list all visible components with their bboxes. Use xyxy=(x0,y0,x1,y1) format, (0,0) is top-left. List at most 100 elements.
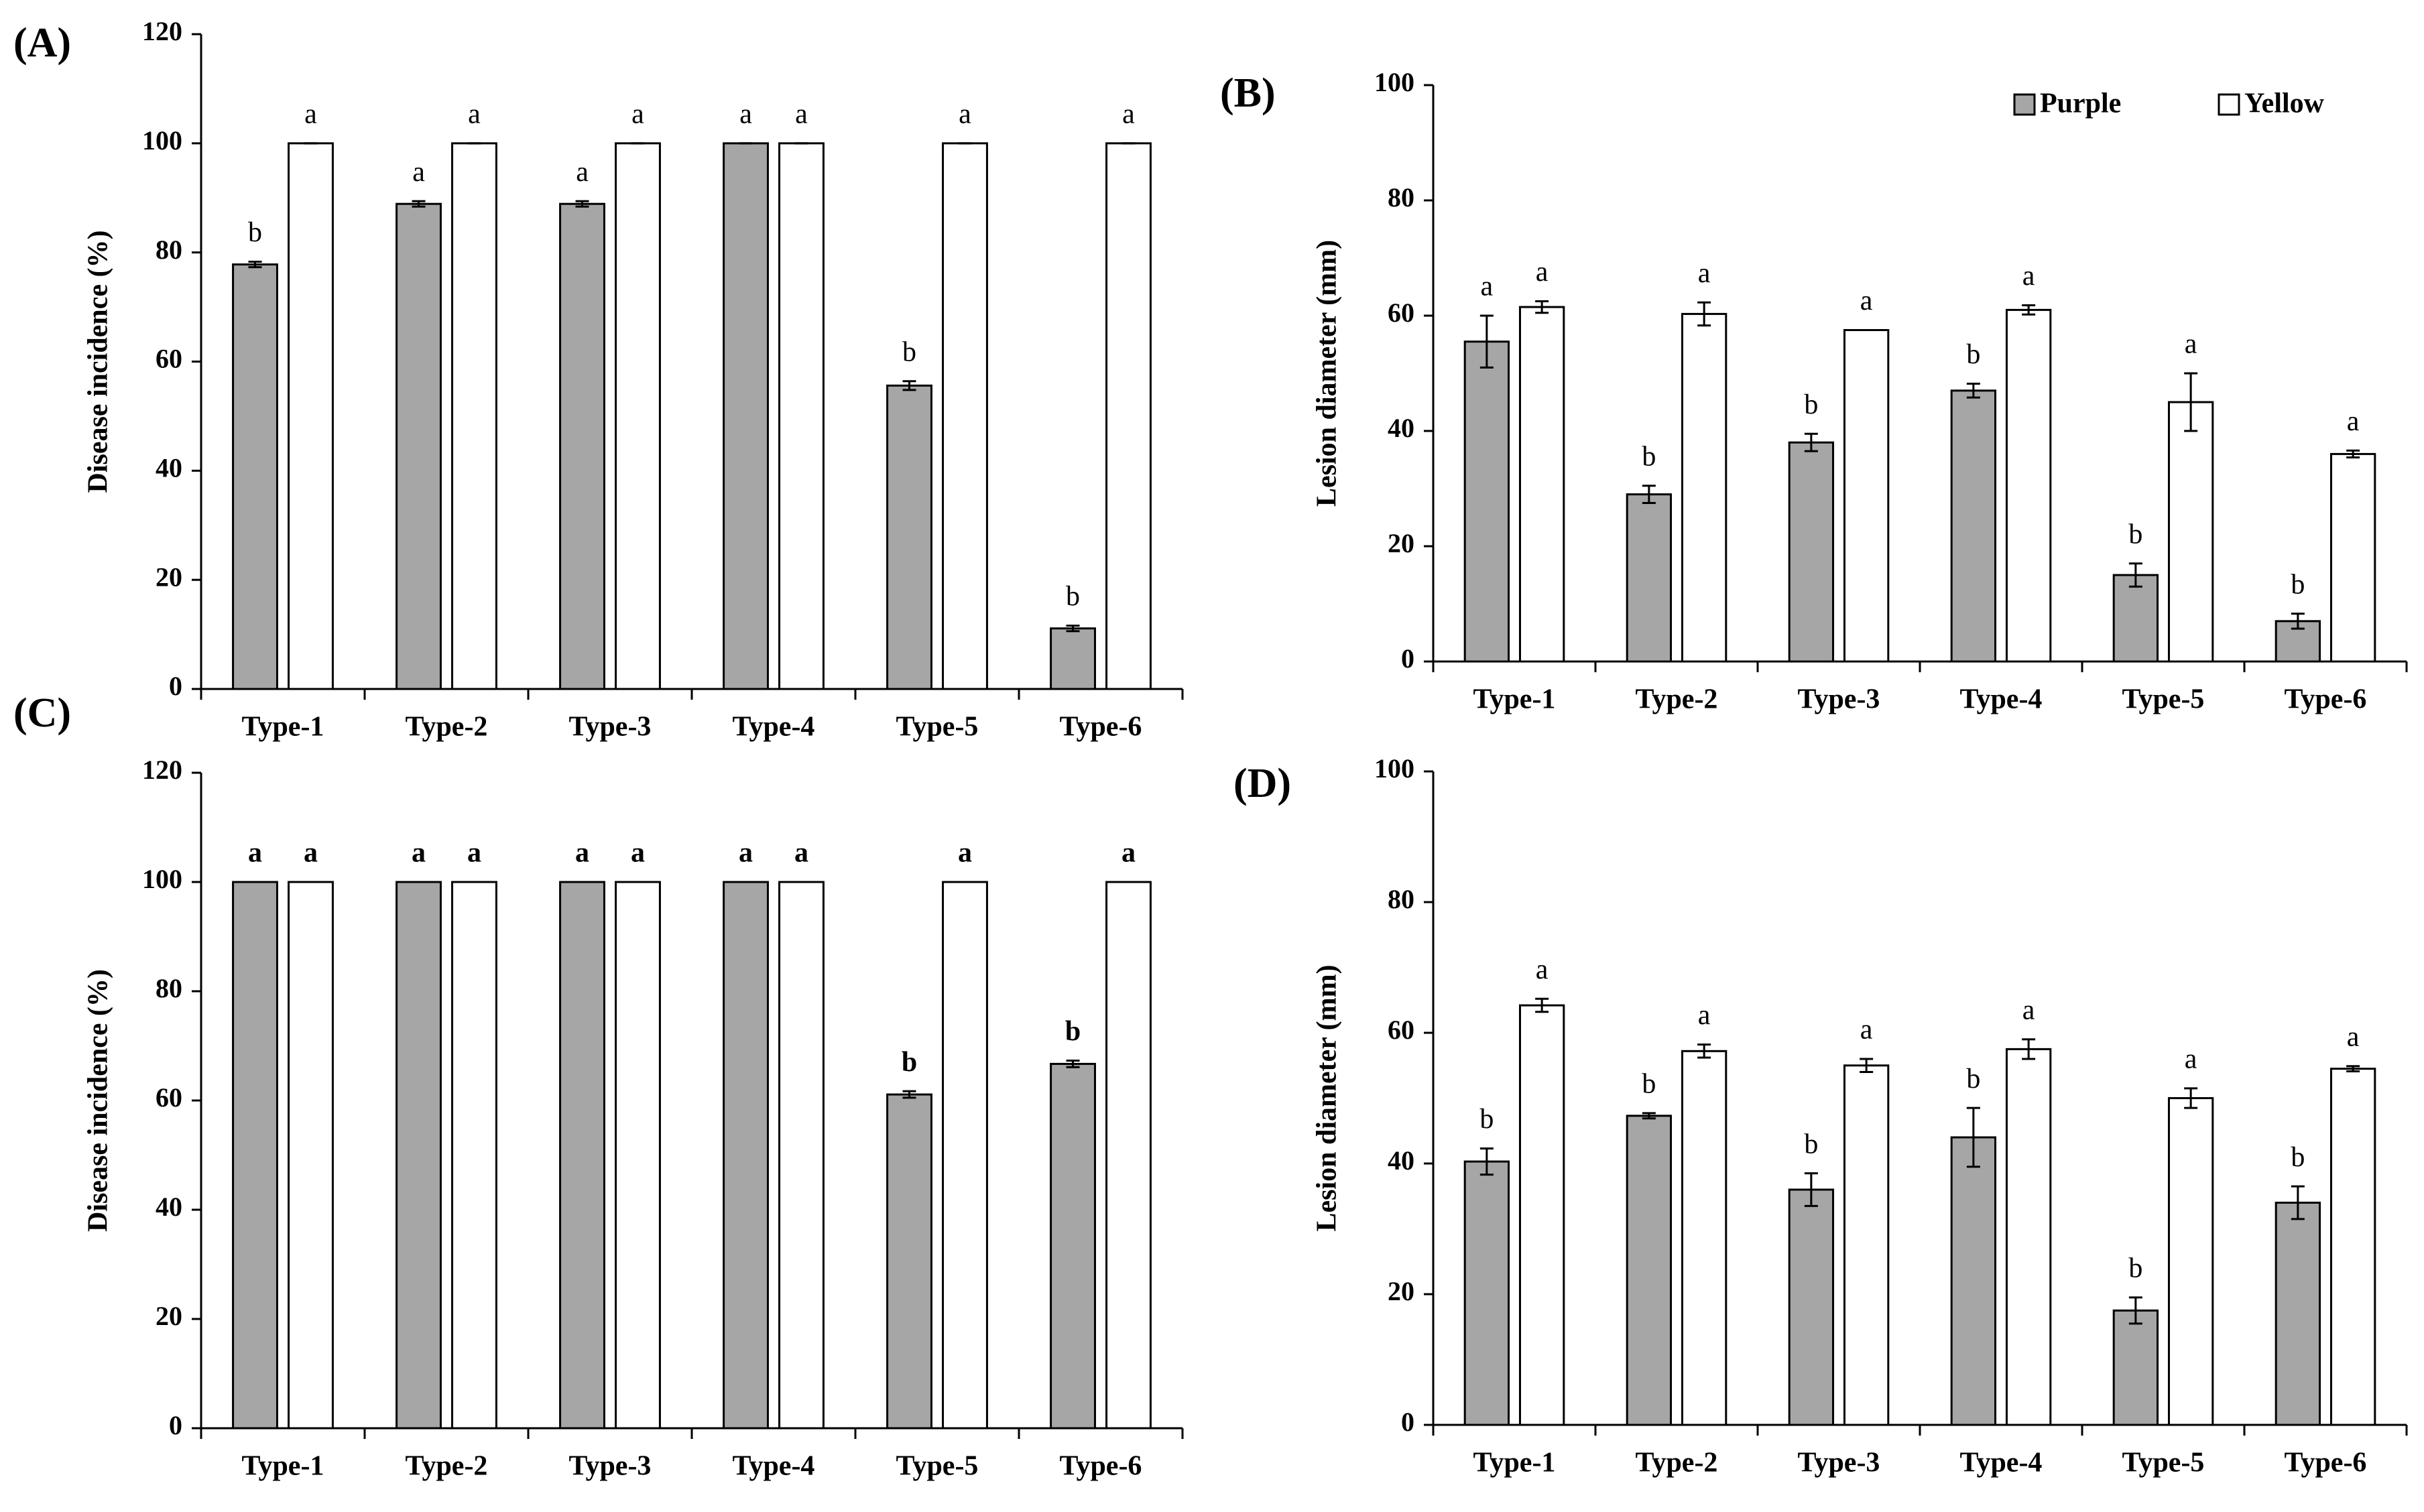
bar xyxy=(2005,1048,2052,1426)
legend-label: Yellow xyxy=(2244,88,2325,119)
x-tick-label: Type-6 xyxy=(2285,1448,2367,1478)
x-tick-label: Type-6 xyxy=(2285,684,2367,715)
x-tick-label: Type-2 xyxy=(1636,684,1718,715)
significance-letter: a xyxy=(2347,406,2360,437)
bar xyxy=(1843,329,1890,663)
significance-letter: a xyxy=(794,838,808,869)
bar xyxy=(1788,1188,1835,1426)
bar xyxy=(615,881,661,1430)
bar xyxy=(2275,1202,2321,1426)
bar xyxy=(1626,1115,1673,1426)
bar xyxy=(1050,627,1096,690)
significance-letter: a xyxy=(959,99,971,129)
bar xyxy=(1626,493,1673,663)
significance-letter: b xyxy=(2291,569,2305,600)
significance-letter: b xyxy=(2128,519,2142,550)
significance-letter: a xyxy=(1698,1000,1711,1031)
y-tick-label: 20 xyxy=(156,562,182,592)
significance-letter: a xyxy=(739,99,752,129)
bar xyxy=(1950,1136,1997,1426)
bar xyxy=(2112,574,2159,663)
significance-letter: a xyxy=(1536,257,1549,288)
panel-label: (A) xyxy=(13,20,71,66)
x-tick-label: Type-2 xyxy=(406,712,488,743)
significance-letter: a xyxy=(576,157,589,188)
significance-letter: b xyxy=(1065,1016,1081,1047)
y-tick-label: 80 xyxy=(156,235,182,265)
significance-letter: a xyxy=(2185,1044,2197,1075)
significance-letter: b xyxy=(902,1047,917,1078)
bar xyxy=(615,142,661,690)
bar xyxy=(2167,401,2214,663)
legend-swatch xyxy=(2218,93,2240,116)
significance-letter: b xyxy=(1642,1069,1656,1100)
y-tick-label: 0 xyxy=(169,671,182,701)
x-tick-label: Type-2 xyxy=(1636,1448,1718,1478)
significance-letter: a xyxy=(631,838,645,869)
y-tick-label: 20 xyxy=(1388,1276,1414,1306)
bar xyxy=(1463,340,1510,663)
significance-letter: a xyxy=(2022,261,2035,292)
y-tick-label: 0 xyxy=(1401,643,1414,674)
bar xyxy=(1950,389,1997,663)
y-tick-label: 80 xyxy=(1388,182,1414,212)
bar xyxy=(2329,1068,2376,1426)
significance-letter: b xyxy=(2128,1253,2142,1284)
y-tick-label: 60 xyxy=(156,344,182,374)
bar xyxy=(886,384,932,690)
significance-letter: b xyxy=(1479,1104,1494,1135)
y-axis-title: Lesion diameter (mm) xyxy=(1312,240,1343,507)
x-tick-label: Type-4 xyxy=(733,1451,815,1482)
y-tick-label: 40 xyxy=(156,453,182,483)
significance-letter: b xyxy=(248,217,262,248)
x-tick-label: Type-4 xyxy=(733,712,815,743)
x-tick-label: Type-5 xyxy=(2122,1448,2205,1478)
y-tick-label: 100 xyxy=(1374,67,1414,97)
x-tick-label: Type-6 xyxy=(1060,1451,1142,1482)
bar xyxy=(1518,306,1565,663)
significance-letter: a xyxy=(1122,99,1135,129)
legend-label: Purple xyxy=(2040,88,2121,119)
x-tick-label: Type-6 xyxy=(1060,712,1142,743)
bar xyxy=(886,1093,932,1430)
bar xyxy=(1518,1004,1565,1426)
y-axis-title: Lesion diameter (mm) xyxy=(1312,964,1343,1231)
significance-letter: a xyxy=(1536,954,1549,985)
bar xyxy=(942,142,988,690)
bar xyxy=(559,202,605,690)
bar xyxy=(1463,1160,1510,1426)
bar xyxy=(2167,1097,2214,1426)
x-tick-label: Type-3 xyxy=(569,1451,652,1482)
bar xyxy=(942,881,988,1430)
significance-letter: a xyxy=(1481,271,1494,302)
significance-letter: a xyxy=(2347,1021,2360,1052)
significance-letter: a xyxy=(304,838,318,869)
significance-letter: a xyxy=(739,838,753,869)
bar xyxy=(232,881,278,1430)
x-tick-label: Type-3 xyxy=(1798,684,1880,715)
y-tick-label: 120 xyxy=(142,755,182,785)
y-tick-label: 40 xyxy=(156,1192,182,1222)
significance-letter: a xyxy=(958,838,972,869)
panel-label: (D) xyxy=(1233,761,1291,806)
y-tick-label: 100 xyxy=(142,864,182,894)
significance-letter: b xyxy=(902,336,916,367)
significance-letter: a xyxy=(412,157,425,188)
y-axis-title: Disease incidence (%) xyxy=(83,231,114,493)
bar xyxy=(1788,441,1835,663)
bar xyxy=(396,881,442,1430)
y-tick-label: 80 xyxy=(156,973,182,1003)
significance-letter: a xyxy=(1698,258,1711,289)
significance-letter: a xyxy=(467,838,481,869)
y-tick-label: 100 xyxy=(142,125,182,155)
significance-letter: a xyxy=(1122,838,1136,869)
y-tick-label: 40 xyxy=(1388,413,1414,443)
bar xyxy=(451,142,497,690)
significance-letter: a xyxy=(248,838,262,869)
bar xyxy=(2329,452,2376,663)
significance-letter: a xyxy=(304,99,317,129)
significance-letter: b xyxy=(1066,581,1080,612)
x-tick-label: Type-1 xyxy=(1473,1448,1556,1478)
bar xyxy=(1105,142,1152,690)
bar xyxy=(723,881,769,1430)
